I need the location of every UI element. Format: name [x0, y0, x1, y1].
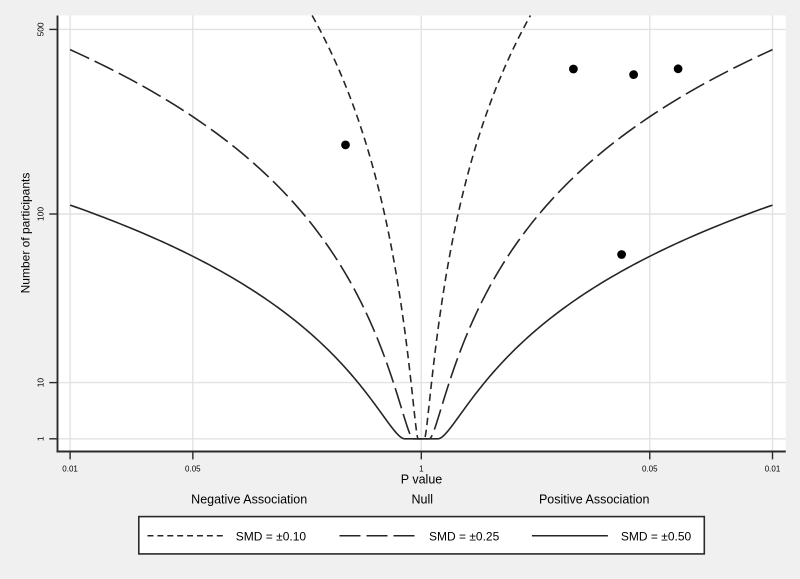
svg-text:1: 1	[36, 436, 46, 441]
svg-text:0.05: 0.05	[185, 464, 201, 473]
svg-text:500: 500	[36, 22, 46, 36]
svg-text:SMD = ±0.50: SMD = ±0.50	[621, 530, 692, 544]
svg-text:Null: Null	[412, 492, 434, 506]
svg-text:Number of participants: Number of participants	[19, 173, 33, 294]
svg-text:1: 1	[419, 464, 424, 473]
svg-text:Negative Association: Negative Association	[191, 492, 307, 506]
svg-text:SMD = ±0.25: SMD = ±0.25	[429, 530, 500, 544]
svg-text:Positive Association: Positive Association	[539, 492, 650, 506]
svg-text:100: 100	[36, 207, 46, 221]
svg-text:P value: P value	[401, 473, 443, 487]
svg-text:0.01: 0.01	[62, 464, 78, 473]
svg-text:0.01: 0.01	[765, 464, 781, 473]
svg-text:10: 10	[36, 378, 46, 388]
svg-text:SMD = ±0.10: SMD = ±0.10	[236, 530, 307, 544]
svg-text:0.05: 0.05	[642, 464, 658, 473]
